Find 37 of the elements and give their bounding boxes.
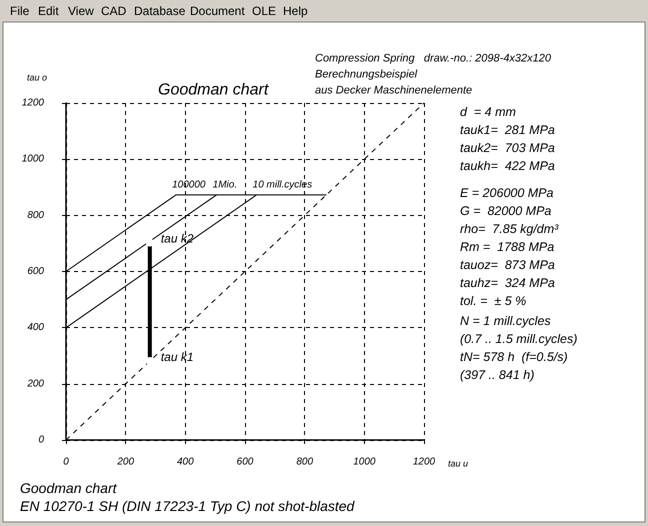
x-axis-title: tau u bbox=[448, 458, 468, 468]
x-tick-label: 1000 bbox=[353, 456, 376, 468]
text: Database bbox=[134, 4, 186, 18]
text: N = 1 mill.cycles (0.7 .. 1.5 mill.cycles) tN= 578 h (f=0.5/s) (397 .. 841 h) bbox=[460, 314, 578, 382]
y-tick-label: 400 bbox=[27, 322, 44, 334]
text: Document bbox=[190, 4, 246, 18]
x-tick-label: 0 bbox=[63, 456, 70, 468]
annotation: tau k1 bbox=[160, 350, 194, 364]
text: d = 4 mm tauk1= 281 MPa tauk2= 703 MPa taukh= 422 MPa bbox=[460, 105, 555, 173]
y-tick-label: 1200 bbox=[22, 98, 44, 108]
series-label: 100000 bbox=[172, 179, 206, 190]
text: Compression Spring draw.-no.: 2098-4x32x120 bbox=[315, 52, 552, 64]
text: Help bbox=[283, 4, 308, 18]
x-tick-label: 600 bbox=[236, 456, 254, 468]
series-label: 10 mill.cycles bbox=[252, 179, 312, 190]
y-tick-label: 200 bbox=[26, 378, 44, 390]
text: OLE bbox=[252, 4, 276, 18]
x-tick-label: 200 bbox=[116, 456, 134, 468]
text: Goodman chart bbox=[20, 480, 118, 496]
x-tick-label: 400 bbox=[176, 456, 194, 468]
text: CAD bbox=[101, 4, 127, 18]
x-tick-label: 1200 bbox=[412, 456, 436, 468]
y-tick-label: 800 bbox=[27, 210, 44, 221]
y-tick-label: 0 bbox=[38, 434, 44, 446]
series-label: 1Mio. bbox=[212, 179, 238, 190]
text: E = 206000 MPa G = 82000 MPa rho= 7.85 kg/dm³ Rm = 1788 MPa tauoz= 873 MPa tauhz= 324 MPa tol. = ± 5 % bbox=[460, 186, 560, 308]
text: View bbox=[68, 4, 94, 18]
chart-title: Goodman chart bbox=[158, 82, 269, 98]
y-tick-label: 600 bbox=[27, 266, 44, 277]
text: aus Decker Maschinenelemente bbox=[315, 84, 472, 96]
text: File bbox=[10, 4, 30, 18]
x-tick-label: 800 bbox=[296, 456, 314, 468]
text: Edit bbox=[38, 4, 60, 18]
text: EN 10270-1 SH (DIN 17223-1 Typ C) not shot-blasted bbox=[20, 498, 356, 514]
y-tick-label: 1000 bbox=[22, 154, 44, 165]
y-axis-title: tau o bbox=[27, 72, 48, 82]
text: Berechnungsbeispiel bbox=[315, 68, 418, 80]
